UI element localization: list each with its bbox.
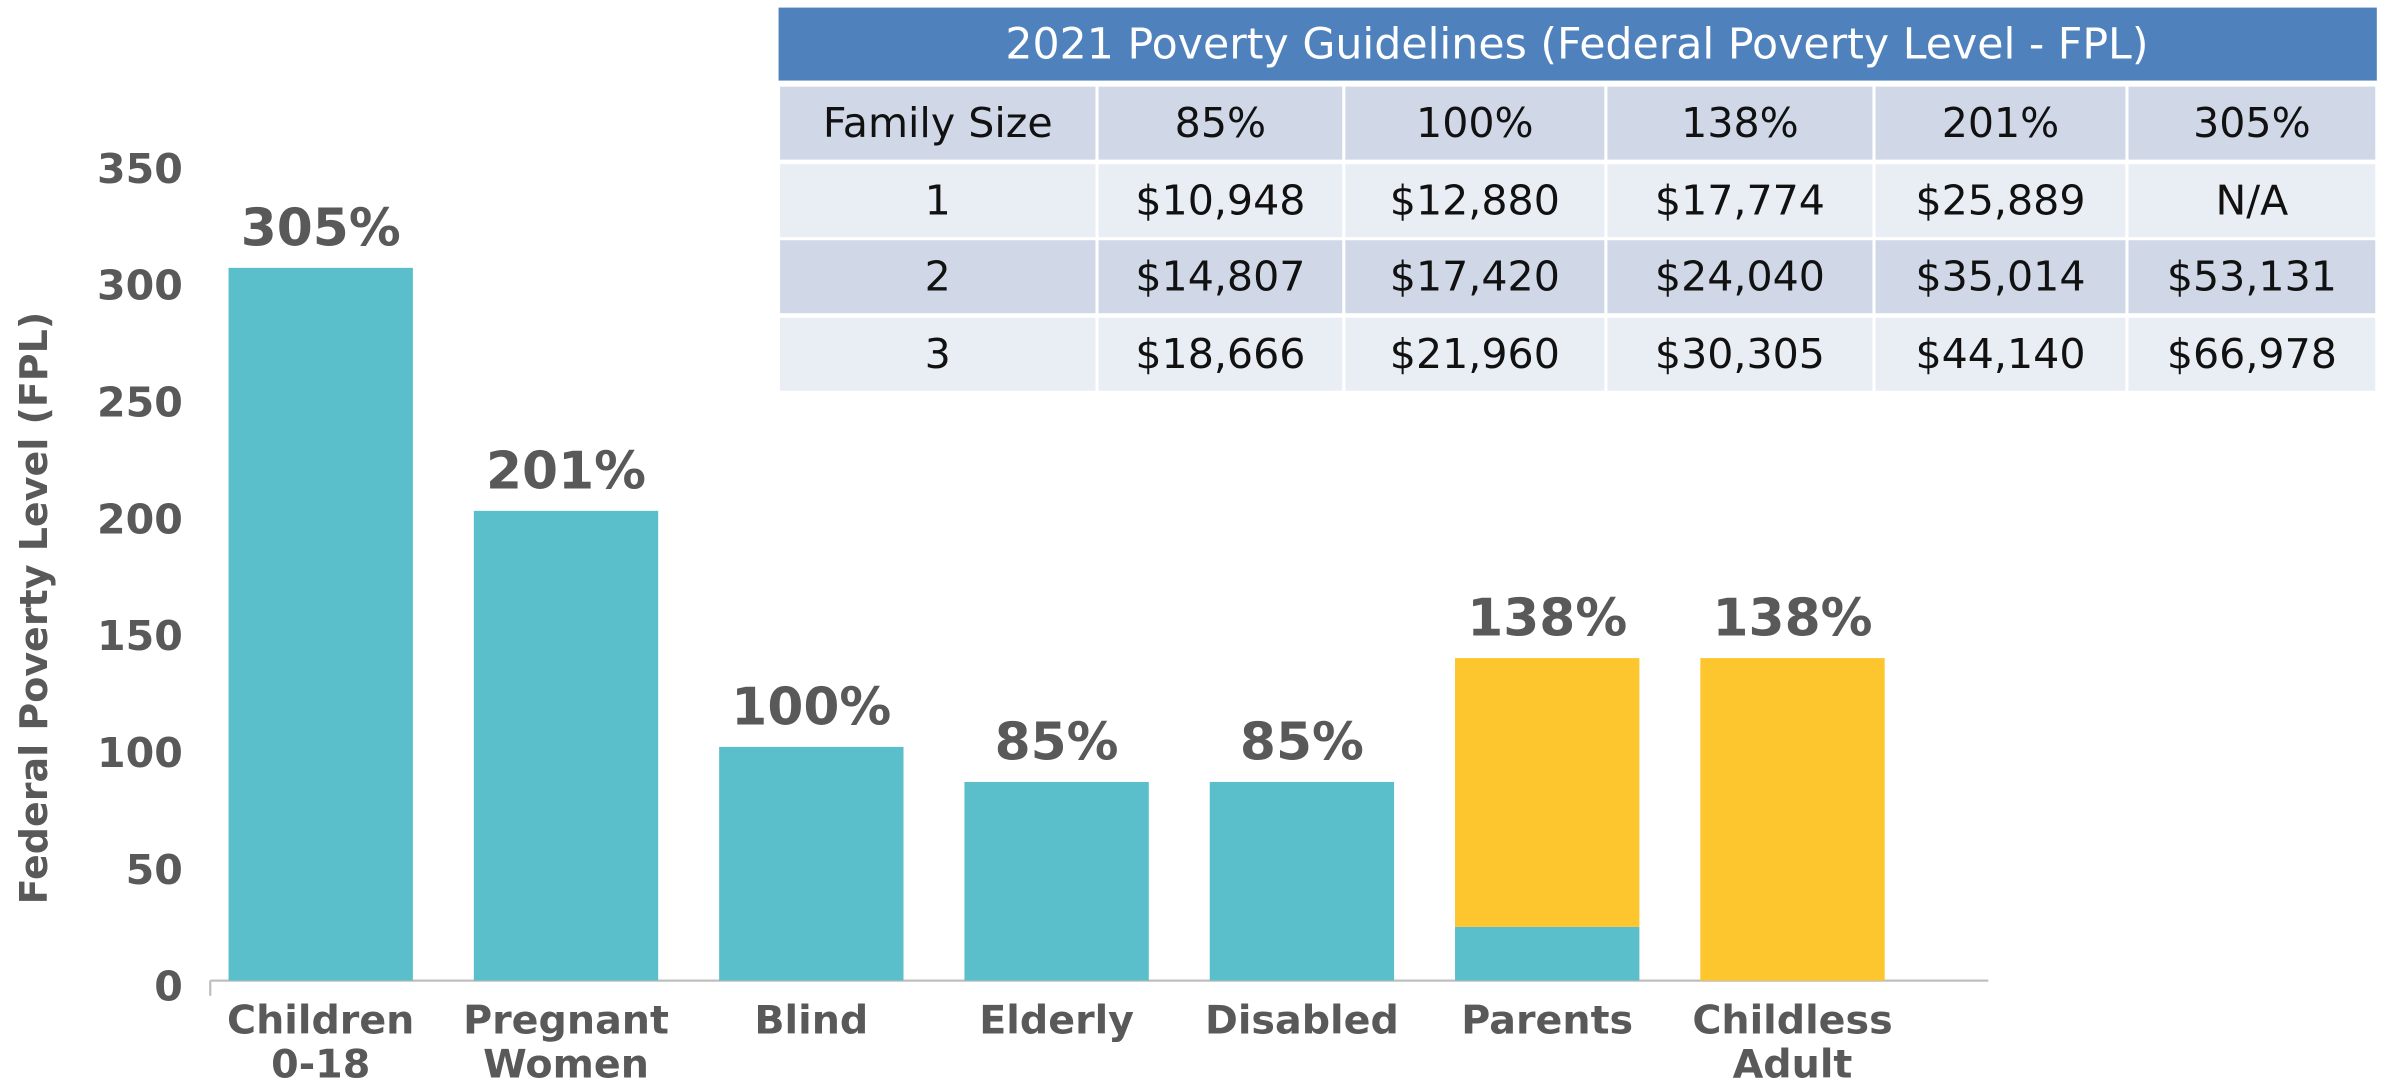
x-tick-label: Pregnant	[463, 998, 669, 1044]
table-cell	[780, 164, 1096, 238]
table-cell	[1607, 164, 1873, 238]
y-tick-label: 50	[126, 846, 183, 894]
x-tick-label: Parents	[1461, 998, 1633, 1044]
table-cell-text: $14,807	[1135, 253, 1305, 301]
table-cell-text: 1	[925, 177, 951, 225]
x-tick-label: Disabled	[1205, 998, 1399, 1044]
table-cell	[1345, 164, 1605, 238]
table-header-text: 201%	[1942, 99, 2060, 147]
table-header-text: 305%	[2193, 99, 2311, 147]
table-cell-text: $17,420	[1390, 253, 1560, 301]
table-cell	[1607, 240, 1873, 314]
table-header-text: 85%	[1175, 99, 1266, 147]
table-cell	[2128, 164, 2376, 238]
table-cell-text: $25,889	[1915, 177, 2085, 225]
data-label: 138%	[1467, 589, 1627, 649]
table-cell	[1098, 164, 1343, 238]
table-header-text: 138%	[1681, 99, 1799, 147]
table-cell-text: $66,978	[2167, 330, 2337, 378]
table-cell-text: $53,131	[2167, 253, 2337, 301]
y-tick-label: 100	[97, 729, 183, 777]
table-cell-text: $12,880	[1390, 177, 1560, 225]
y-tick-label: 200	[97, 495, 183, 543]
bar	[1455, 926, 1640, 981]
table-header-cell	[1875, 86, 2126, 160]
x-tick-label: Childless	[1692, 998, 1892, 1044]
table-cell-text: $35,014	[1915, 253, 2085, 301]
table-cell-text: $17,774	[1655, 177, 1825, 225]
x-tick-label: Blind	[754, 998, 868, 1044]
y-tick-label: 350	[97, 145, 183, 193]
table-cell	[1875, 240, 2126, 314]
table-cell	[1098, 240, 1343, 314]
table-header-cell	[1607, 86, 1873, 160]
table-cell-text: 2	[925, 253, 951, 301]
data-label: 85%	[995, 712, 1119, 772]
x-tick-label: 0-18	[271, 1042, 370, 1087]
table-header-text: Family Size	[823, 99, 1053, 147]
y-tick-label: 250	[97, 379, 183, 427]
table-cell	[1098, 317, 1343, 391]
table-cell-text: N/A	[2216, 177, 2289, 225]
table-cell-text: $30,305	[1655, 330, 1825, 378]
bar	[1209, 781, 1395, 981]
bar	[228, 267, 413, 981]
table-cell	[780, 317, 1096, 391]
data-label: 100%	[731, 677, 891, 737]
y-tick-label: 150	[97, 612, 183, 660]
x-tick-label: Adult	[1733, 1042, 1853, 1087]
bar	[1700, 658, 1885, 981]
table-cell-text: $21,960	[1390, 330, 1560, 378]
table-cell	[1345, 317, 1605, 391]
bar	[473, 510, 659, 981]
table-header-cell	[780, 86, 1096, 160]
table-header-cell	[1345, 86, 1605, 160]
y-tick-label: 300	[97, 262, 183, 310]
bar	[719, 746, 904, 981]
table-cell	[1875, 317, 2126, 391]
table-cell-text: $24,040	[1655, 253, 1825, 301]
table-cell-text: $10,948	[1135, 177, 1305, 225]
table-cell	[1345, 240, 1605, 314]
table-title: 2021 Poverty Guidelines (Federal Poverty…	[1005, 20, 2148, 70]
data-label: 138%	[1713, 589, 1873, 649]
data-label: 85%	[1240, 712, 1364, 772]
table-header-cell	[2128, 86, 2376, 160]
table-title-bg	[778, 7, 2377, 81]
x-tick-label: Children	[227, 998, 414, 1044]
y-axis-title: Federal Poverty Level (FPL)	[12, 312, 56, 905]
table-header-text: 100%	[1416, 99, 1534, 147]
table-cell	[1607, 317, 1873, 391]
table-cell	[1875, 164, 2126, 238]
y-tick-label: 0	[154, 963, 183, 1011]
table-cell-text: $44,140	[1915, 330, 2085, 378]
table-cell	[2128, 317, 2376, 391]
table-cell-text: 3	[925, 330, 951, 378]
table-cell-text: $18,666	[1135, 330, 1305, 378]
bar	[964, 781, 1149, 981]
bar	[1455, 658, 1640, 927]
table-cell	[2128, 240, 2376, 314]
table-header-cell	[1098, 86, 1343, 160]
x-tick-label: Women	[483, 1042, 649, 1087]
data-label: 305%	[241, 198, 401, 258]
data-label: 201%	[486, 441, 646, 501]
table-cell	[780, 240, 1096, 314]
x-tick-label: Elderly	[979, 998, 1134, 1044]
